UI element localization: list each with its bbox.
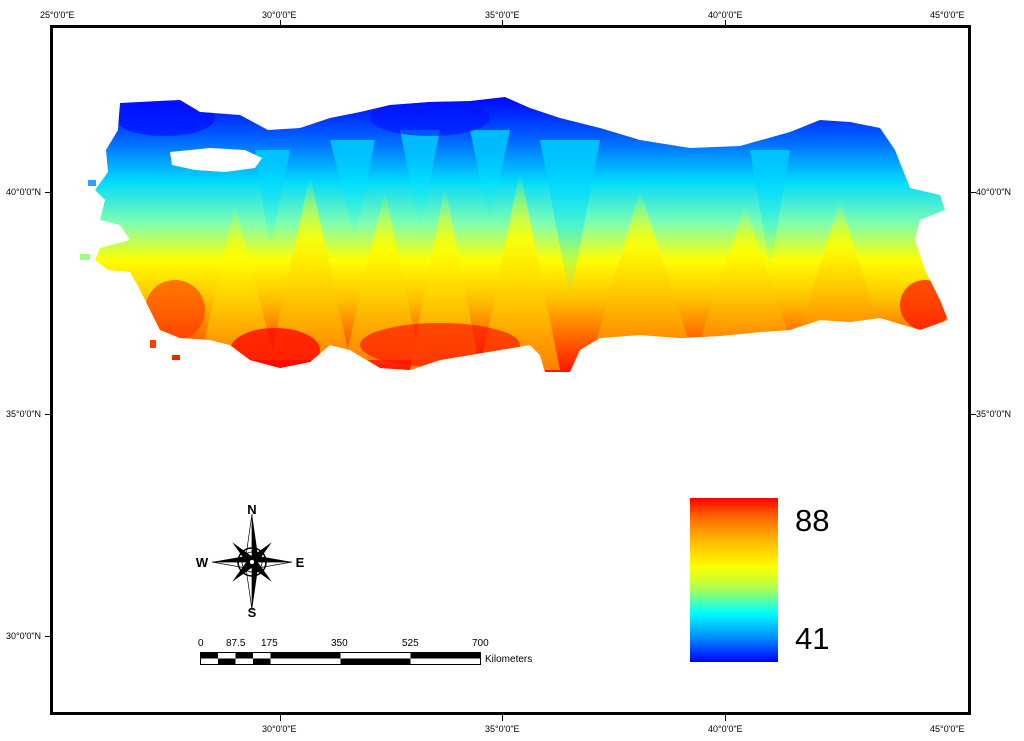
lon-label-bottom-30: 30°0'0"E	[262, 724, 297, 734]
tick-top-40	[725, 20, 726, 26]
warm-lobe-1	[200, 205, 275, 360]
tick-bottom-35	[502, 715, 503, 721]
lon-label-top-40: 40°0'0"E	[708, 10, 743, 20]
scale-label-0: 0	[198, 638, 204, 649]
compass-s: S	[248, 605, 257, 620]
lon-label-bottom-35: 35°0'0"E	[485, 724, 520, 734]
scale-unit-label: Kilometers	[485, 654, 533, 665]
lat-label-left-35: 35°0'0"N	[6, 409, 42, 419]
hot-patch-antalya	[230, 328, 320, 372]
cool-tongue-2	[330, 140, 375, 240]
island-4	[80, 254, 90, 260]
island-1	[150, 340, 156, 348]
island-3	[88, 180, 96, 186]
scale-label-700: 700	[472, 638, 489, 649]
warm-lobe-7	[700, 205, 790, 340]
scale-label-350: 350	[331, 638, 348, 649]
tick-right-35	[970, 414, 976, 415]
cool-tongue-3	[400, 130, 440, 230]
warm-lobe-8	[800, 200, 880, 330]
warm-lobe-5	[480, 170, 560, 370]
cool-tongue-1	[255, 150, 290, 250]
tick-top-35	[502, 20, 503, 26]
marmara-sea	[170, 148, 262, 172]
warm-lobe-2	[270, 175, 350, 360]
lon-label-bottom-40: 40°0'0"E	[708, 724, 743, 734]
tick-top-30	[280, 20, 281, 26]
lon-label-top-30: 30°0'0"E	[262, 10, 297, 20]
tick-bottom-40	[725, 715, 726, 721]
tick-left-35	[45, 414, 51, 415]
hot-patch-southeast	[900, 280, 948, 330]
hot-patch-aegean	[145, 280, 205, 340]
compass-e: E	[296, 555, 305, 570]
compass-w: W	[196, 555, 209, 570]
tick-right-40	[970, 192, 976, 193]
scale-bar	[200, 652, 481, 665]
warm-lobe-6	[595, 190, 690, 345]
warm-lobe-3	[345, 190, 420, 360]
tick-left-40	[45, 192, 51, 193]
cool-tongue-5	[540, 140, 600, 300]
lon-label-top-25: 25°0'0"E	[40, 10, 75, 20]
compass-n: N	[247, 505, 256, 517]
legend-max-value: 88	[795, 503, 830, 538]
hot-patch-mersin	[360, 323, 520, 367]
legend-color-ramp	[690, 498, 778, 662]
cold-patch-thrace	[115, 100, 215, 136]
lon-label-top-35: 35°0'0"E	[485, 10, 520, 20]
lat-label-left-30: 30°0'0"N	[6, 631, 42, 641]
scale-label-87-5: 87.5	[226, 638, 246, 649]
scale-label-175: 175	[261, 638, 278, 649]
scale-label-525: 525	[402, 638, 419, 649]
lat-label-left-40: 40°0'0"N	[6, 187, 42, 197]
lat-label-right-35: 35°0'0"N	[976, 409, 1012, 419]
lon-label-bottom-45: 45°0'0"E	[930, 724, 965, 734]
cool-tongue-6	[750, 150, 790, 270]
tick-left-30	[45, 636, 51, 637]
legend-min-value: 41	[795, 621, 830, 656]
island-2	[172, 355, 180, 360]
cool-tongue-4	[470, 130, 510, 225]
lat-label-right-40: 40°0'0"N	[976, 187, 1012, 197]
lon-label-top-45: 45°0'0"E	[930, 10, 965, 20]
cold-patch-blacksea	[370, 100, 490, 136]
compass-rose-icon: N S W E	[196, 505, 305, 620]
tick-bottom-30	[280, 715, 281, 721]
